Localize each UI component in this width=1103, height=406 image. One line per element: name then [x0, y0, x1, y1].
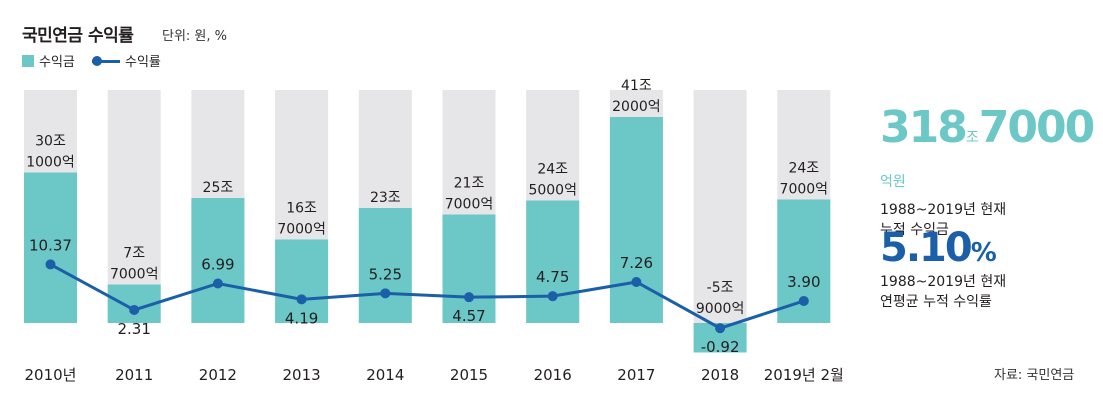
bar-value-label: 1000억: [26, 155, 75, 171]
bar-value-label: 7000억: [110, 267, 159, 283]
rate-point: [715, 323, 726, 334]
bar-value-label: 23조: [370, 190, 401, 206]
rate-line: [49, 263, 805, 330]
average-rate-summary: 5.10% 1988~2019년 현재 연평균 누적 수익률: [880, 228, 1006, 312]
source-label: 자료: 국민연금: [994, 368, 1075, 383]
rate-value-label: -0.92: [701, 338, 740, 356]
bar-value-label: 41조: [621, 78, 652, 94]
bar-value-label: 25조: [203, 180, 234, 196]
rate-value-label: 5.25: [369, 265, 402, 283]
bar-value-label: 16조: [286, 201, 317, 217]
chart-title: 국민연금 수익률: [22, 26, 134, 46]
bar-value-label: 30조: [35, 134, 66, 150]
bar: [526, 200, 580, 323]
total-profit-desc1: 1988~2019년 현재: [880, 202, 1007, 218]
x-tick-label: 2019년 2월: [764, 366, 844, 384]
average-rate-desc1: 1988~2019년 현재: [880, 274, 1007, 290]
total-profit-unit2: 억원: [880, 174, 906, 190]
bar-value-label: 7000억: [780, 182, 829, 198]
bar-value-label: 24조: [788, 161, 819, 177]
x-tick-label: 2011: [115, 366, 153, 384]
rate-point: [547, 291, 558, 302]
rate-point: [798, 295, 809, 306]
x-tick-label: 2012: [199, 366, 237, 384]
rate-point: [296, 294, 307, 305]
rate-value-label: 2.31: [117, 320, 150, 338]
bar: [358, 208, 412, 323]
x-tick-label: 2016: [534, 366, 572, 384]
x-tick-label: 2014: [366, 366, 404, 384]
rate-point: [212, 278, 223, 289]
x-tick-label: 2010년: [25, 366, 77, 384]
rate-value-label: 4.57: [452, 307, 485, 325]
unit-label: 단위: 원, %: [162, 29, 228, 44]
rate-value-label: 10.37: [29, 236, 72, 254]
average-rate-number: 5.10: [880, 225, 973, 271]
legend-line-swatch: [92, 55, 120, 67]
x-tick-label: 2018: [701, 366, 739, 384]
bar-value-label: 7000억: [445, 197, 494, 213]
bar-background: [693, 90, 747, 323]
rate-point: [631, 276, 642, 287]
bar: [609, 117, 663, 323]
total-profit-summary: 318조7000억원 1988~2019년 현재 누적 수익금: [880, 106, 1103, 240]
rate-value-label: 6.99: [201, 256, 234, 274]
rate-point: [129, 304, 140, 315]
legend-bar: 수익금: [22, 51, 75, 70]
average-rate-desc2: 연평균 누적 수익률: [880, 294, 992, 310]
bar-value-label: 7000억: [277, 222, 326, 238]
bar-value-label: 9000억: [696, 301, 745, 317]
total-profit-number1: 318: [880, 102, 968, 153]
bar: [24, 172, 77, 323]
legend-bar-label: 수익금: [39, 55, 75, 70]
legend-bar-swatch: [22, 54, 34, 67]
average-rate-unit: %: [970, 238, 997, 268]
rate-point: [380, 288, 391, 299]
bar-background: [107, 90, 161, 323]
legend-line-label: 수익률: [125, 55, 161, 70]
bar-value-label: 2000억: [612, 99, 661, 115]
rate-value-label: 4.75: [536, 268, 569, 286]
bar: [191, 198, 245, 323]
total-profit-figure: 318조7000억원: [880, 106, 1103, 194]
bar-value-label: 5000억: [528, 183, 577, 199]
legend-line: 수익률: [92, 51, 161, 70]
rate-point: [45, 259, 56, 270]
bar-value-label: 21조: [454, 176, 485, 192]
x-tick-label: 2013: [283, 366, 321, 384]
bar: [275, 239, 329, 323]
average-rate-figure: 5.10%: [880, 228, 1006, 268]
x-tick-label: 2017: [617, 366, 655, 384]
rate-point: [464, 292, 474, 303]
rate-value-label: 7.26: [620, 254, 653, 272]
total-profit-desc2: 누적 수익금: [880, 222, 949, 238]
bar: [442, 214, 496, 323]
x-tick-label: 2015: [450, 366, 488, 384]
rate-value-label: 4.19: [285, 309, 318, 327]
bar-value-label: -5조: [707, 280, 734, 296]
bar-value-label: 7조: [123, 246, 145, 262]
bar-value-label: 24조: [537, 162, 568, 178]
rate-value-label: 3.90: [787, 273, 820, 291]
total-profit-number2: 7000: [978, 102, 1095, 153]
total-profit-unit1: 조: [965, 130, 979, 146]
